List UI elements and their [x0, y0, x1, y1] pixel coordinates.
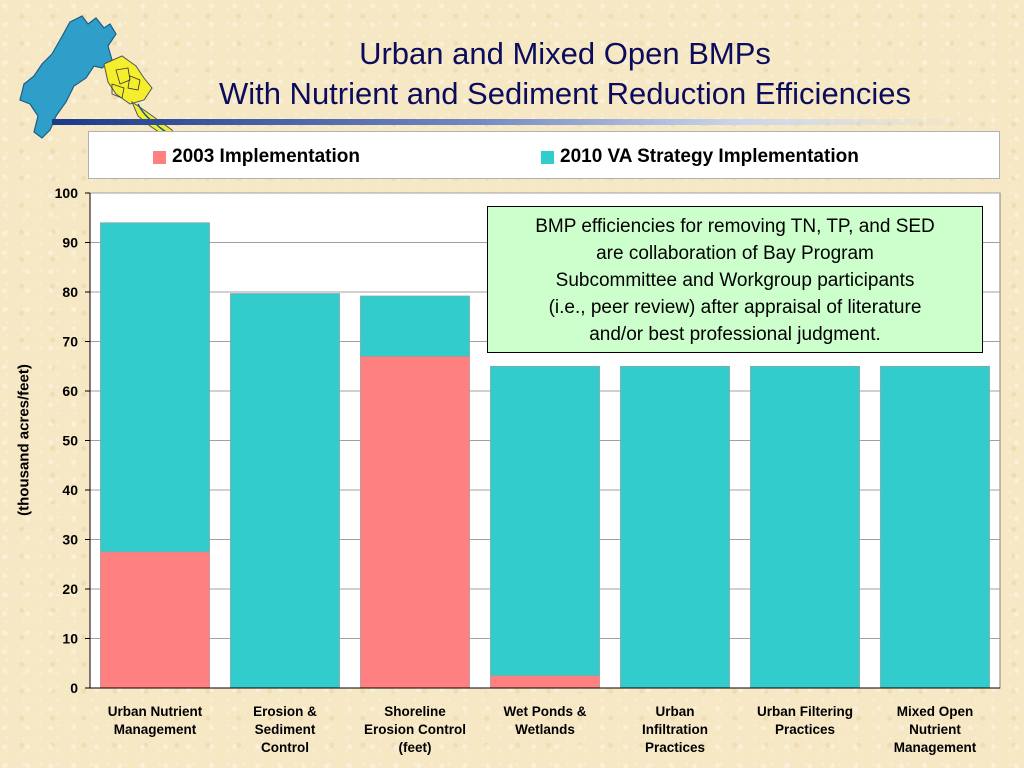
x-category-label: Sediment: [255, 722, 316, 737]
x-category-label: Urban Filtering: [757, 704, 853, 719]
y-tick-label: 70: [62, 334, 78, 350]
title-line-1: Urban and Mixed Open BMPs: [359, 36, 771, 71]
y-tick-label: 30: [62, 532, 78, 548]
bar-2003-3: [490, 675, 600, 689]
y-tick-label: 0: [70, 680, 78, 696]
y-tick-label: 20: [62, 581, 78, 597]
x-category-label: Erosion Control: [364, 722, 466, 737]
legend-item-2003: 2003 Implementation: [153, 146, 360, 168]
legend-label-2003: 2003 Implementation: [172, 146, 360, 167]
note-line: BMP efficiencies for removing TN, TP, an…: [535, 216, 935, 237]
chart-legend: 2003 Implementation 2010 VA Strategy Imp…: [88, 131, 1000, 179]
bar-2010-1: [230, 293, 340, 689]
x-category-label: Mixed Open: [897, 704, 974, 719]
legend-label-2010: 2010 VA Strategy Implementation: [560, 146, 859, 167]
x-category-label: Practices: [775, 722, 835, 737]
x-category-label: Control: [261, 740, 309, 755]
legend-swatch-2010: [541, 150, 554, 164]
y-tick-label: 60: [62, 383, 78, 399]
y-tick-label: 100: [55, 185, 79, 201]
x-category-label: Shoreline: [384, 704, 446, 719]
x-category-label: Urban: [655, 704, 694, 719]
x-category-label: Management: [114, 722, 197, 737]
legend-swatch-2003: [153, 150, 166, 164]
legend-item-2010: 2010 VA Strategy Implementation: [541, 146, 859, 168]
bar-2003-0: [100, 551, 210, 689]
bar-2010-6: [880, 365, 990, 689]
y-tick-label: 40: [62, 482, 78, 498]
note-line: Subcommittee and Workgroup participants: [555, 270, 915, 291]
y-tick-label: 50: [62, 433, 78, 449]
x-category-label: Infiltration: [642, 722, 708, 737]
x-category-label: Nutrient: [909, 722, 961, 737]
note-line: (i.e., peer review) after appraisal of l…: [548, 297, 922, 318]
x-category-label: Erosion &: [253, 704, 317, 719]
y-tick-label: 90: [62, 235, 78, 251]
bar-2010-4: [620, 365, 730, 689]
x-category-label: Urban Nutrient: [108, 704, 203, 719]
x-category-label: (feet): [399, 740, 432, 755]
efficiency-note-box: BMP efficiencies for removing TN, TP, an…: [487, 206, 983, 353]
y-tick-label: 10: [62, 631, 78, 647]
bar-2010-3: [490, 365, 600, 676]
bar-2003-2: [360, 356, 470, 689]
title-divider: [52, 119, 974, 125]
bar-2010-0: [100, 222, 210, 553]
note-line: are collaboration of Bay Program: [596, 243, 874, 264]
x-category-label: Wetlands: [515, 722, 575, 737]
bar-2010-5: [750, 365, 860, 689]
note-line: and/or best professional judgment.: [589, 324, 881, 345]
bar-2010-2: [360, 295, 470, 357]
x-category-label: Practices: [645, 740, 705, 755]
slide-title: Urban and Mixed Open BMPs With Nutrient …: [170, 34, 960, 114]
title-line-2: With Nutrient and Sediment Reduction Eff…: [218, 76, 912, 111]
x-category-label: Management: [894, 740, 977, 755]
x-category-label: Wet Ponds &: [503, 704, 586, 719]
y-tick-label: 80: [62, 284, 78, 300]
